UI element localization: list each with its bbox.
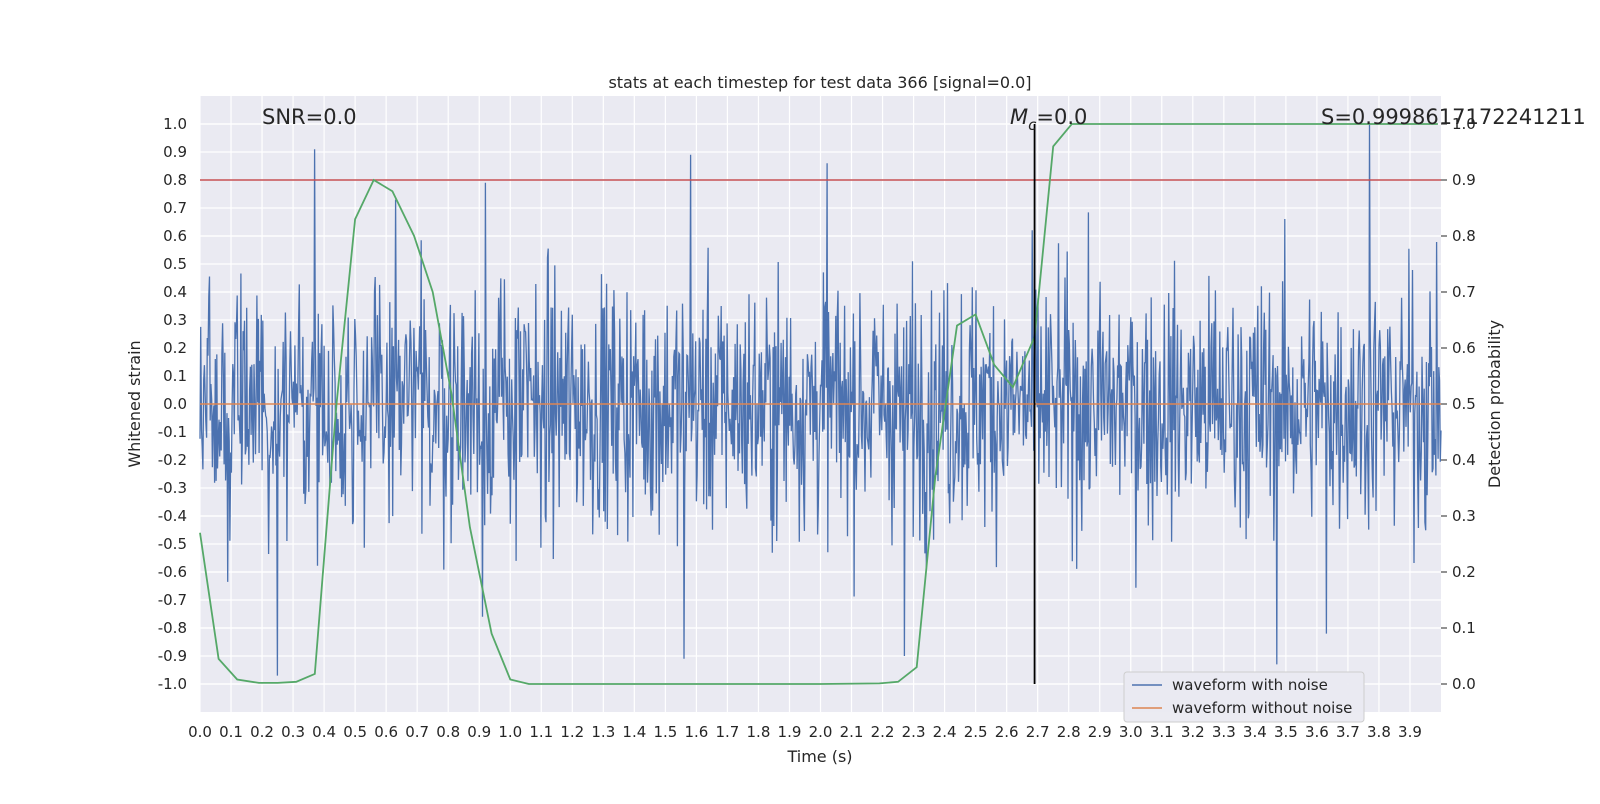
- x-tick-label: 1.8: [747, 723, 771, 741]
- y-tick-label: 0.4: [163, 283, 187, 301]
- x-tick-label: 2.9: [1088, 723, 1112, 741]
- y-tick-label: 0.5: [163, 255, 187, 273]
- y-tick-label: -0.7: [158, 591, 187, 609]
- y-tick-label: 1.0: [163, 115, 187, 133]
- x-tick-label: 0.6: [374, 723, 398, 741]
- y2-tick-label: 0.7: [1452, 283, 1476, 301]
- y-tick-label: -0.3: [158, 479, 187, 497]
- y2-tick-label: 0.4: [1452, 451, 1476, 469]
- x-tick-label: 3.5: [1274, 723, 1298, 741]
- x-tick-label: 1.2: [560, 723, 584, 741]
- mc-annotation: Mc=0.0: [1010, 105, 1087, 134]
- x-tick-label: 1.5: [653, 723, 677, 741]
- x-tick-label: 3.0: [1119, 723, 1143, 741]
- x-tick-label: 1.6: [684, 723, 708, 741]
- x-tick-label: 3.2: [1181, 723, 1205, 741]
- legend: waveform with noise waveform without noi…: [1123, 671, 1365, 723]
- x-tick-label: 3.7: [1336, 723, 1360, 741]
- chart-title: stats at each timestep for test data 366…: [608, 73, 1031, 92]
- x-tick-label: 2.2: [871, 723, 895, 741]
- waveform-with-noise-line: [199, 123, 1442, 676]
- y2-tick-label: 0.9: [1452, 171, 1476, 189]
- y-tick-label: 0.9: [163, 143, 187, 161]
- x-tick-label: 3.3: [1212, 723, 1236, 741]
- y2-tick-label: 0.1: [1452, 619, 1476, 637]
- mc-symbol: M: [1010, 105, 1028, 129]
- y2-tick-label: 0.5: [1452, 395, 1476, 413]
- y2-tick-label: 0.6: [1452, 339, 1476, 357]
- snr-annotation: SNR=0.0: [262, 105, 357, 129]
- score-annotation: S=0.9998617172241211: [1321, 105, 1586, 129]
- y-tick-label: -0.9: [158, 647, 187, 665]
- x-tick-label: 0.5: [343, 723, 367, 741]
- x-tick-label: 3.1: [1150, 723, 1174, 741]
- legend-label-clean: waveform without noise: [1172, 699, 1352, 717]
- y-tick-label: -0.6: [158, 563, 187, 581]
- x-tick-label: 2.6: [995, 723, 1019, 741]
- x-tick-label: 0.8: [436, 723, 460, 741]
- x-tick-label: 0.4: [312, 723, 336, 741]
- y-tick-label: -1.0: [158, 675, 187, 693]
- x-tick-label: 2.7: [1026, 723, 1050, 741]
- y-tick-label: 0.8: [163, 171, 187, 189]
- y-axis-label: Whitened strain: [125, 340, 144, 467]
- x-tick-label: 1.0: [498, 723, 522, 741]
- y-tick-label: -0.5: [158, 535, 187, 553]
- x-tick-label: 1.9: [778, 723, 802, 741]
- x-tick-label: 0.7: [405, 723, 429, 741]
- x-tick-label: 3.6: [1305, 723, 1329, 741]
- x-axis-label: Time (s): [786, 747, 852, 766]
- y-tick-label: -0.1: [158, 423, 187, 441]
- mc-subscript: c: [1028, 116, 1037, 134]
- x-tick-label: 0.2: [250, 723, 274, 741]
- x-tick-label: 0.1: [219, 723, 243, 741]
- x-tick-label: 1.3: [591, 723, 615, 741]
- x-tick-label: 2.0: [809, 723, 833, 741]
- x-tick-label: 1.4: [622, 723, 646, 741]
- ticks: 0.0 0.1 0.2 0.3 0.4 0.5 0.6 0.7 0.8 0.9 1.0 1.1 1.2 1…: [158, 115, 1476, 741]
- x-tick-label: 2.8: [1057, 723, 1081, 741]
- x-tick-label: 1.7: [715, 723, 739, 741]
- y-tick-label: 0.3: [163, 311, 187, 329]
- y-tick-label: 0.1: [163, 367, 187, 385]
- y2-axis-label: Detection probability: [1485, 320, 1504, 488]
- legend-label-noise: waveform with noise: [1172, 676, 1328, 694]
- x-tick-label: 0.0: [188, 723, 212, 741]
- x-tick-label: 3.4: [1243, 723, 1267, 741]
- y2-tick-label: 0.8: [1452, 227, 1476, 245]
- mc-value: =0.0: [1036, 105, 1087, 129]
- x-tick-label: 2.3: [902, 723, 926, 741]
- x-tick-label: 3.9: [1398, 723, 1422, 741]
- series-layer: [199, 123, 1442, 685]
- y2-tick-label: 0.0: [1452, 675, 1476, 693]
- y-tick-label: 0.6: [163, 227, 187, 245]
- x-tick-label: 1.1: [529, 723, 553, 741]
- y2-tick-label: 1.0: [1452, 115, 1476, 133]
- y-tick-label: -0.8: [158, 619, 187, 637]
- x-tick-label: 2.5: [964, 723, 988, 741]
- y-tick-label: -0.2: [158, 451, 187, 469]
- detection-probability-line: [199, 123, 1438, 685]
- x-tick-label: 2.1: [840, 723, 864, 741]
- y-tick-label: -0.4: [158, 507, 187, 525]
- y-tick-label: 0.0: [163, 395, 187, 413]
- x-tick-label: 0.3: [281, 723, 305, 741]
- y2-tick-label: 0.3: [1452, 507, 1476, 525]
- y-tick-label: 0.2: [163, 339, 187, 357]
- y2-tick-label: 0.2: [1452, 563, 1476, 581]
- x-tick-label: 0.9: [467, 723, 491, 741]
- x-tick-label: 2.4: [933, 723, 957, 741]
- legend-box: [1123, 671, 1365, 723]
- x-tick-label: 3.8: [1367, 723, 1391, 741]
- y-tick-label: 0.7: [163, 199, 187, 217]
